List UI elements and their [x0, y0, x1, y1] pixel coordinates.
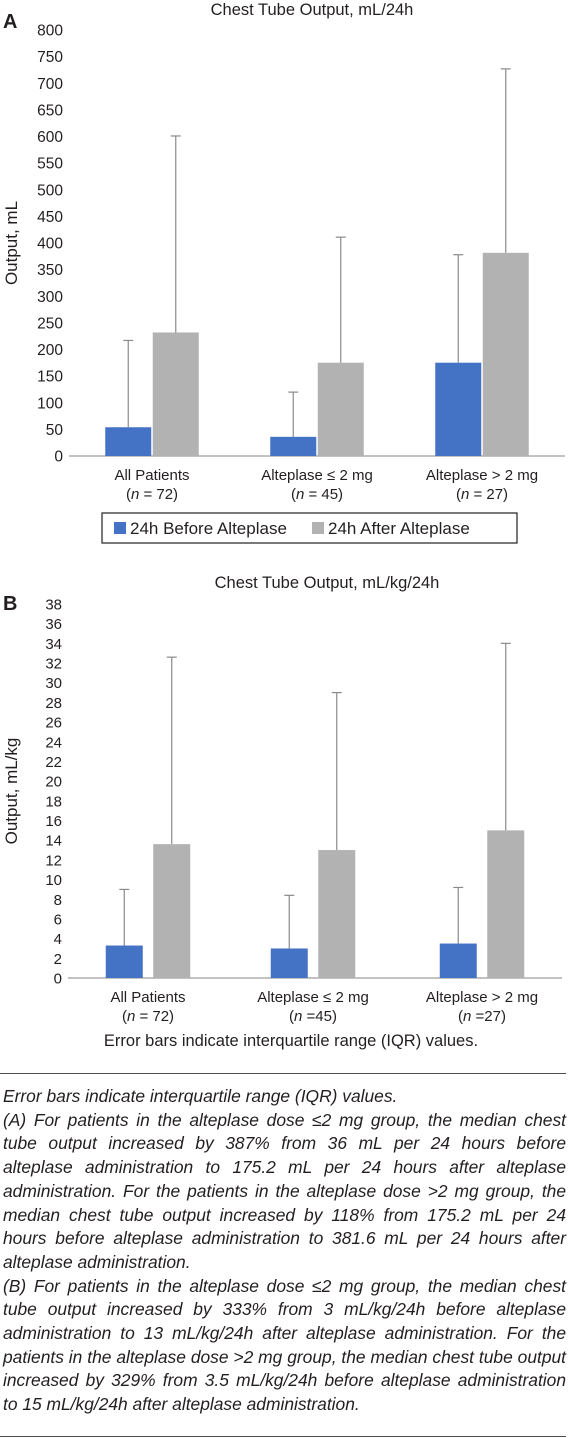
bar-series-1-cat-3	[439, 943, 477, 978]
bar-series-1-cat-2	[270, 436, 317, 456]
bar-series-1-cat-3	[435, 362, 482, 456]
chart-title: Chest Tube Output, mL/24h	[211, 1, 414, 19]
y-tick-label: 450	[37, 209, 63, 226]
caption-top-rule	[0, 1073, 566, 1074]
chart-panel-b: B Chest Tube Output, mL/kg/24h Output, mL/…	[2, 574, 562, 1050]
y-axis-label: Output, mL	[2, 201, 21, 285]
figure-caption: Error bars indicate interquartile range …	[3, 1085, 566, 1417]
bar-series-2-cat-2	[317, 362, 364, 456]
y-tick-label: 400	[37, 236, 63, 253]
y-tick-label: 650	[37, 102, 63, 119]
y-tick-label: 200	[37, 342, 63, 359]
legend-swatch-1	[114, 522, 126, 534]
y-tick-label: 30	[45, 675, 62, 692]
x-category-n-label: (n =27)	[458, 1008, 506, 1025]
y-tick-label: 150	[37, 369, 63, 386]
y-tick-label: 0	[54, 971, 62, 988]
y-tick-label: 24	[45, 734, 62, 751]
legend-label-2: 24h After Alteplase	[328, 519, 470, 538]
figure: A Chest Tube Output, mL/24h Output, mL 0 50 1…	[2, 1, 565, 1050]
x-category-n-label: (n = 27)	[456, 486, 508, 503]
y-tick-label: 600	[37, 129, 63, 146]
y-tick-label: 300	[37, 289, 63, 306]
y-tick-label: 14	[45, 833, 62, 850]
y-tick-label: 6	[54, 911, 62, 928]
y-tick-label: 4	[54, 931, 62, 948]
bar-series-1-cat-1	[105, 945, 143, 978]
y-tick-label: 38	[45, 597, 62, 614]
y-tick-label: 350	[37, 262, 63, 279]
caption-note: Error bars indicate interquartile range …	[3, 1086, 398, 1106]
x-category-n-label: (n = 45)	[291, 486, 343, 503]
x-category-label: Alteplase ≤ 2 mg	[261, 467, 373, 484]
panel-label: B	[3, 593, 17, 615]
bar-series-2-cat-1	[152, 332, 199, 456]
y-tick-label: 50	[46, 422, 64, 439]
caption-panel-a: (A) For patients in the alteplase dose ≤…	[3, 1109, 566, 1272]
legend: 24h Before Alteplase 24h After Alteplase	[101, 512, 518, 544]
caption-bottom-rule	[0, 1436, 566, 1437]
bar-series-1-cat-2	[270, 948, 308, 978]
panel-label: A	[3, 11, 17, 33]
bar-series-2-cat-3	[482, 252, 529, 456]
y-tick-label: 10	[45, 872, 62, 889]
x-category-n-label: (n =45)	[289, 1008, 337, 1025]
y-tick-label: 26	[45, 715, 62, 732]
y-tick-label: 20	[45, 774, 62, 791]
x-category-label: All Patients	[110, 989, 185, 1006]
bar-series-2-cat-3	[487, 830, 525, 978]
x-category-label: Alteplase ≤ 2 mg	[257, 989, 369, 1006]
y-tick-label: 800	[37, 23, 63, 40]
bar-series-2-cat-1	[153, 844, 191, 978]
y-tick-label: 32	[45, 656, 62, 673]
y-tick-label: 18	[45, 793, 62, 810]
x-category-n-label: (n = 72)	[126, 486, 178, 503]
bar-series-2-cat-2	[318, 850, 356, 978]
chart-panel-a: A Chest Tube Output, mL/24h Output, mL 0 50 1…	[2, 1, 565, 544]
chart-note: Error bars indicate interquartile range …	[104, 1032, 478, 1050]
x-category-n-label: (n = 72)	[122, 1008, 174, 1025]
legend-swatch-2	[312, 522, 324, 534]
y-tick-label: 22	[45, 754, 62, 771]
y-tick-label: 34	[45, 636, 62, 653]
y-tick-label: 2	[54, 951, 62, 968]
y-axis-label: Output, mL/kg	[2, 738, 21, 845]
x-category-label: Alteplase > 2 mg	[426, 989, 538, 1006]
legend-label-1: 24h Before Alteplase	[130, 519, 287, 538]
y-tick-label: 550	[37, 156, 63, 173]
legend-box	[101, 512, 518, 544]
y-tick-label: 250	[37, 315, 63, 332]
x-category-label: All Patients	[114, 467, 189, 484]
y-tick-label: 12	[45, 852, 62, 869]
y-tick-label: 500	[37, 182, 63, 199]
y-tick-label: 36	[45, 616, 62, 633]
y-tick-label: 700	[37, 76, 63, 93]
y-tick-label: 8	[54, 892, 62, 909]
y-tick-label: 100	[37, 395, 63, 412]
y-tick-label: 16	[45, 813, 62, 830]
y-tick-label: 750	[37, 49, 63, 66]
y-tick-label: 28	[45, 695, 62, 712]
x-category-label: Alteplase > 2 mg	[426, 467, 538, 484]
chart-title: Chest Tube Output, mL/kg/24h	[215, 574, 440, 592]
y-tick-label: 0	[54, 449, 63, 466]
bar-series-1-cat-1	[105, 427, 152, 456]
caption-panel-b: (B) For patients in the alteplase dose ≤…	[3, 1275, 566, 1415]
